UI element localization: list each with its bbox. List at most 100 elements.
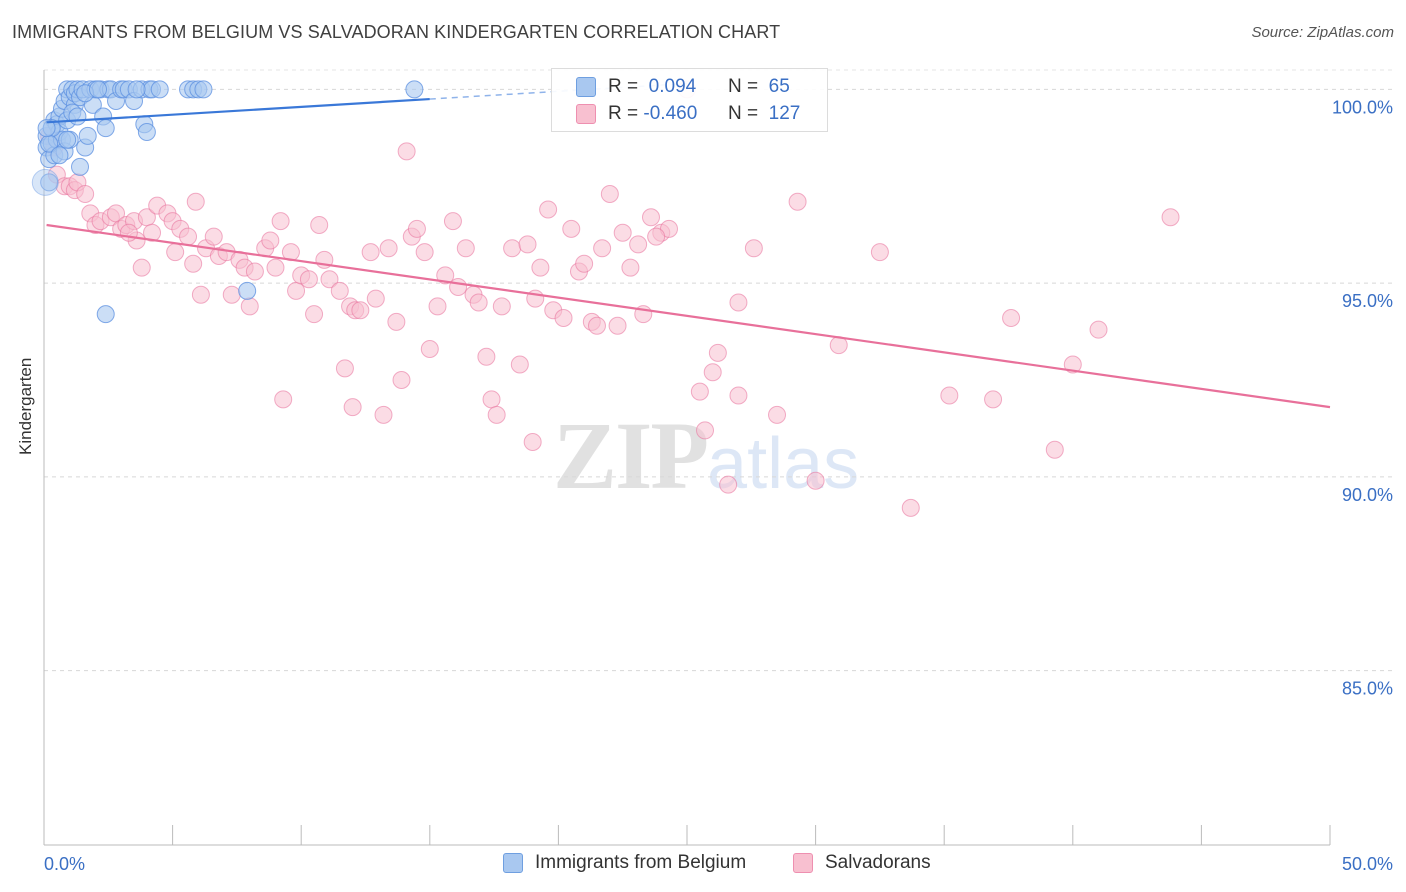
data-point-salvadorans bbox=[379, 239, 398, 258]
data-point-salvadorans bbox=[690, 382, 709, 401]
legend-n-value-belgium: 65 bbox=[768, 76, 790, 97]
watermark-zip: ZIP bbox=[553, 402, 709, 509]
legend-n-label: N = bbox=[728, 103, 759, 124]
data-point-salvadorans bbox=[593, 239, 612, 258]
data-point-salvadorans bbox=[166, 243, 185, 262]
legend-swatch-salvadorans bbox=[576, 104, 596, 124]
data-point-belgium bbox=[127, 80, 146, 99]
data-point-salvadorans bbox=[1063, 355, 1082, 374]
bottom-legend-swatch-salvadorans bbox=[793, 853, 813, 873]
data-point-salvadorans bbox=[436, 266, 455, 285]
legend-r-label: R = bbox=[608, 103, 639, 124]
data-point-salvadorans bbox=[351, 301, 370, 320]
x-tick-label-min: 0.0% bbox=[44, 854, 85, 874]
data-point-salvadorans bbox=[261, 231, 280, 250]
data-point-belgium bbox=[50, 146, 69, 165]
data-point-salvadorans bbox=[510, 355, 529, 374]
data-point-salvadorans bbox=[245, 262, 264, 281]
data-point-salvadorans bbox=[392, 371, 411, 389]
legend-n-label: N = bbox=[728, 76, 759, 97]
data-point-belgium bbox=[68, 107, 87, 126]
data-point-salvadorans bbox=[184, 254, 203, 273]
x-tick-label-max: 50.0% bbox=[1342, 854, 1393, 874]
data-point-salvadorans bbox=[608, 316, 627, 335]
legend-row-belgium: R = 0.094 N = 65 bbox=[576, 75, 790, 99]
data-point-salvadorans bbox=[629, 235, 648, 254]
y-tick-label: 90.0% bbox=[1342, 485, 1393, 505]
data-point-belgium-large bbox=[31, 168, 59, 196]
legend-r-label: R = bbox=[608, 76, 639, 97]
data-point-salvadorans bbox=[1161, 208, 1180, 227]
source-label: Source: ZipAtlas.com bbox=[1251, 24, 1394, 41]
trend-line-belgium bbox=[46, 97, 430, 124]
data-point-salvadorans bbox=[204, 227, 223, 246]
data-point-salvadorans bbox=[186, 192, 205, 211]
data-point-salvadorans bbox=[76, 185, 95, 203]
data-point-belgium bbox=[58, 130, 77, 149]
data-point-salvadorans bbox=[374, 405, 393, 424]
bottom-legend-label-salvadorans: Salvadorans bbox=[825, 852, 931, 873]
data-point-salvadorans bbox=[1045, 440, 1064, 459]
data-point-salvadorans bbox=[870, 243, 889, 262]
data-point-salvadorans bbox=[641, 208, 660, 227]
data-point-salvadorans bbox=[518, 235, 537, 254]
data-point-belgium bbox=[96, 119, 115, 138]
data-point-salvadorans bbox=[407, 219, 426, 238]
data-point-salvadorans bbox=[523, 433, 542, 451]
bottom-legend-label-belgium: Immigrants from Belgium bbox=[535, 852, 747, 873]
data-point-salvadorans bbox=[387, 312, 406, 331]
data-point-salvadorans bbox=[397, 142, 416, 161]
data-point-salvadorans bbox=[647, 227, 666, 246]
data-point-salvadorans bbox=[343, 398, 362, 417]
data-point-salvadorans bbox=[361, 243, 380, 262]
data-point-salvadorans bbox=[487, 405, 506, 424]
data-point-belgium bbox=[150, 80, 169, 99]
data-point-salvadorans bbox=[600, 185, 619, 203]
data-point-belgium bbox=[194, 80, 213, 99]
data-point-salvadorans bbox=[274, 390, 293, 409]
data-point-belgium bbox=[96, 305, 115, 324]
zipatlas-watermark: ZIPatlas bbox=[553, 400, 859, 511]
data-point-belgium bbox=[37, 119, 56, 138]
data-point-salvadorans bbox=[449, 278, 468, 296]
legend-swatch-belgium bbox=[576, 77, 596, 97]
data-point-salvadorans bbox=[531, 258, 550, 277]
bottom-legend-salvadorans[interactable]: Salvadorans bbox=[793, 852, 931, 874]
y-tick-label: 95.0% bbox=[1342, 291, 1393, 311]
data-point-salvadorans bbox=[788, 192, 807, 211]
bottom-legend-swatch-belgium bbox=[503, 853, 523, 873]
data-point-salvadorans bbox=[132, 258, 151, 277]
data-point-salvadorans bbox=[266, 258, 285, 277]
data-point-salvadorans bbox=[768, 405, 787, 424]
data-point-salvadorans bbox=[503, 239, 522, 258]
data-point-salvadorans bbox=[587, 316, 606, 335]
data-point-salvadorans bbox=[179, 227, 198, 246]
data-point-salvadorans bbox=[562, 219, 581, 238]
data-point-salvadorans bbox=[469, 293, 488, 312]
data-point-salvadorans bbox=[299, 270, 318, 289]
tick-labels: 85.0% 90.0% 95.0% 100.0% 0.0% 50.0% bbox=[44, 97, 1393, 874]
data-point-salvadorans bbox=[1089, 320, 1108, 339]
data-point-salvadorans bbox=[719, 475, 738, 494]
data-point-salvadorans bbox=[191, 285, 210, 304]
data-point-belgium bbox=[78, 126, 97, 145]
data-point-salvadorans bbox=[708, 343, 727, 362]
data-point-salvadorans bbox=[420, 340, 439, 358]
data-point-salvadorans bbox=[539, 200, 558, 219]
chart-title: IMMIGRANTS FROM BELGIUM VS SALVADORAN KI… bbox=[12, 22, 781, 42]
bottom-legend-belgium[interactable]: Immigrants from Belgium bbox=[503, 852, 746, 874]
data-point-salvadorans bbox=[428, 297, 447, 316]
data-point-salvadorans bbox=[696, 421, 715, 440]
data-point-salvadorans bbox=[703, 363, 722, 382]
legend-row-salvadorans: R = -0.460 N = 127 bbox=[576, 102, 800, 126]
legend-r-value-belgium: 0.094 bbox=[648, 76, 697, 97]
series-belgium bbox=[31, 80, 424, 324]
data-point-belgium bbox=[89, 80, 108, 99]
data-point-belgium bbox=[238, 281, 257, 300]
data-point-salvadorans bbox=[482, 390, 501, 409]
data-point-salvadorans bbox=[806, 471, 825, 490]
legend-n-value-salvadorans: 127 bbox=[768, 103, 801, 124]
y-tick-label: 85.0% bbox=[1342, 679, 1393, 699]
y-tick-label: 100.0% bbox=[1332, 97, 1393, 117]
